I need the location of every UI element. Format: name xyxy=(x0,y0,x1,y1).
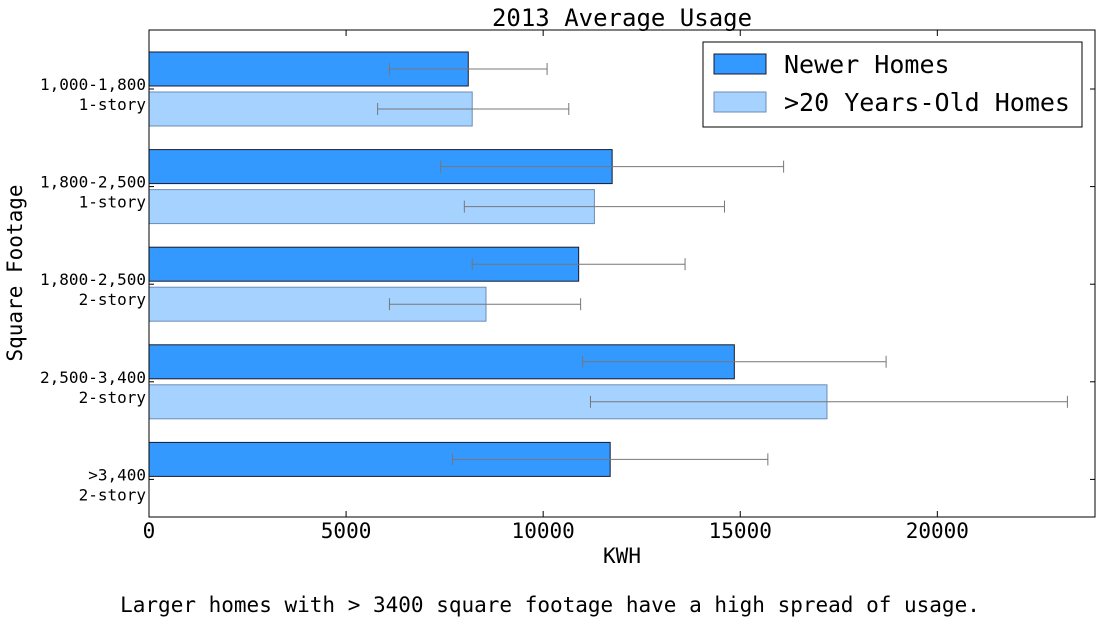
x-tick-label-0: 0 xyxy=(143,519,156,543)
y-tick-label-2-line1: 1,800-2,500 xyxy=(40,270,146,289)
legend: Newer Homes >20 Years-Old Homes xyxy=(702,41,1083,128)
y-tick-label-1-line2: 1-story xyxy=(79,193,147,212)
x-tick-label-1: 5000 xyxy=(321,519,372,543)
x-axis-label: KWH xyxy=(603,544,641,568)
y-tick-label-0-line2: 1-story xyxy=(79,95,147,114)
error-bars-layer xyxy=(377,63,1068,466)
x-tick-label-4: 20000 xyxy=(906,519,969,543)
y-tick-label-1-line1: 1,800-2,500 xyxy=(40,173,146,192)
x-tick-label-3: 15000 xyxy=(709,519,772,543)
plot-frame xyxy=(148,29,1096,518)
y-tick-label-3-line2: 2-story xyxy=(79,388,147,407)
chart-title: 2013 Average Usage xyxy=(492,4,752,32)
ticks-layer: 1,000-1,8001-story1,800-2,5001-story1,80… xyxy=(40,75,969,543)
y-tick-label-0-line1: 1,000-1,800 xyxy=(40,75,146,94)
x-tick-label-2: 10000 xyxy=(512,519,575,543)
axes-layer xyxy=(148,29,1096,518)
y-tick-label-2-line2: 2-story xyxy=(79,290,147,309)
legend-label-older: >20 Years-Old Homes xyxy=(784,88,1070,117)
legend-swatch-newer xyxy=(713,53,767,75)
chart-caption: Larger homes with > 3400 square footage … xyxy=(120,593,980,617)
legend-swatch-older xyxy=(713,91,767,113)
y-tick-label-4-line2: 2-story xyxy=(79,485,147,504)
y-tick-label-4-line1: >3,400 xyxy=(88,465,146,484)
y-axis-label: Square Footage xyxy=(3,184,27,361)
y-tick-label-3-line1: 2,500-3,400 xyxy=(40,368,146,387)
legend-label-newer: Newer Homes xyxy=(784,50,950,79)
